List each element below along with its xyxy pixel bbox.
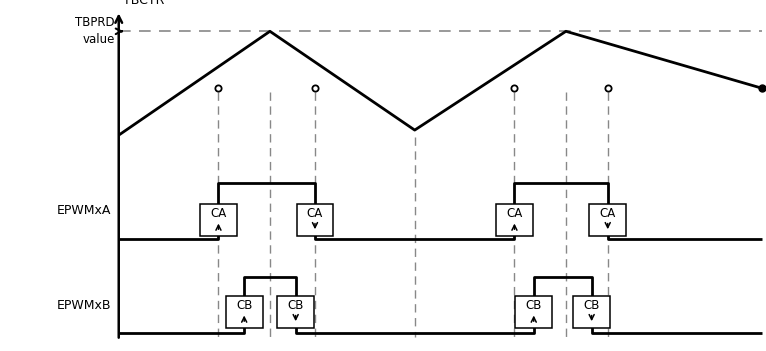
- Text: CB: CB: [525, 299, 542, 312]
- Text: TBPRD
value: TBPRD value: [75, 16, 115, 46]
- Text: CB: CB: [287, 299, 304, 312]
- Text: CB: CB: [584, 299, 600, 312]
- Text: EPWMxA: EPWMxA: [57, 204, 111, 217]
- Bar: [200, 204, 237, 236]
- Text: EPWMxB: EPWMxB: [57, 299, 111, 312]
- Text: CA: CA: [307, 207, 323, 220]
- Bar: [296, 204, 333, 236]
- Bar: [573, 296, 610, 328]
- Bar: [516, 296, 552, 328]
- Bar: [496, 204, 533, 236]
- Bar: [277, 296, 314, 328]
- Text: CA: CA: [506, 207, 522, 220]
- Text: CA: CA: [211, 207, 227, 220]
- Bar: [589, 204, 626, 236]
- Text: TBCTR: TBCTR: [123, 0, 164, 7]
- Text: CB: CB: [236, 299, 252, 312]
- Text: CA: CA: [600, 207, 616, 220]
- Bar: [226, 296, 263, 328]
